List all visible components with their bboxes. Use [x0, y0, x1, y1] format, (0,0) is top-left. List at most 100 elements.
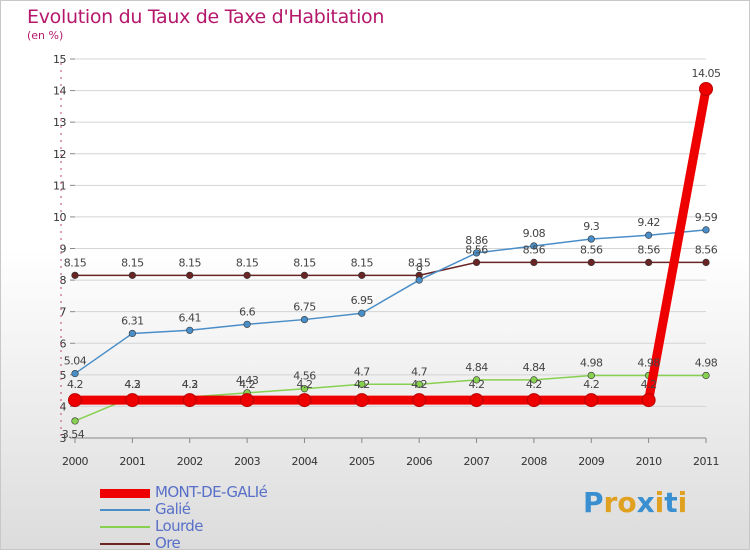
data-point [358, 380, 366, 388]
data-label: 4.2 [411, 378, 427, 391]
data-label: 4.56 [293, 370, 316, 383]
logo-letter: t [664, 486, 678, 519]
data-label: 8.15 [236, 256, 259, 269]
y-tick-label: 9 [60, 243, 67, 256]
data-point [128, 271, 136, 279]
y-tick-label: 4 [60, 400, 67, 413]
data-point [702, 258, 710, 266]
data-point [702, 371, 710, 380]
data-point [243, 320, 251, 328]
data-label: 8.15 [178, 256, 201, 269]
data-label: 8.15 [351, 256, 374, 269]
data-label: 5.04 [64, 355, 87, 368]
data-point [645, 258, 653, 266]
legend-label: Galié [155, 500, 191, 518]
y-tick-label: 15 [53, 53, 66, 66]
data-label: 4.2 [641, 378, 657, 391]
data-label: 9.08 [523, 227, 546, 240]
data-label: 8.56 [465, 243, 488, 256]
x-tick-label: 2005 [349, 455, 375, 468]
data-point [699, 82, 713, 97]
data-point [68, 393, 82, 408]
logo-letter: P [583, 486, 604, 519]
data-label: 8.56 [580, 243, 603, 256]
data-point [530, 258, 538, 266]
data-label: 4.2 [583, 378, 599, 391]
data-label: 4.2 [354, 378, 370, 391]
logo-letter: r [603, 486, 618, 519]
logo-letter: i [654, 486, 665, 519]
legend-label: Ore [155, 534, 181, 552]
chart-title: Evolution du Taux de Taxe d'Habitation [27, 6, 385, 28]
legend-swatch [100, 488, 150, 498]
x-tick-label: 2002 [177, 455, 203, 468]
data-label: 4.2 [469, 378, 485, 391]
data-point [300, 271, 309, 279]
data-label: 8 [416, 261, 423, 274]
y-tick-label: 6 [60, 337, 67, 350]
data-label: 14.05 [692, 67, 721, 80]
data-label: 6.31 [121, 314, 144, 327]
data-label: 6.41 [178, 311, 201, 324]
data-label: 4.98 [637, 356, 660, 369]
x-tick-label: 2006 [406, 455, 432, 468]
data-point [243, 271, 251, 279]
legend-swatch [100, 509, 150, 511]
chart-subtitle: (en %) [27, 29, 64, 42]
data-label: 4.98 [695, 356, 718, 369]
data-point [354, 393, 369, 408]
data-label: 4.7 [411, 365, 427, 378]
series-line-0 [70, 84, 711, 405]
data-label: 4.84 [523, 361, 546, 374]
data-point [472, 249, 481, 257]
data-label: 8.15 [293, 256, 316, 269]
series-line-1 [74, 229, 707, 375]
data-label: 8.56 [523, 243, 546, 256]
data-point [358, 271, 366, 279]
x-tick-label: 2010 [636, 455, 662, 468]
logo-letter: x [636, 486, 655, 519]
data-point [186, 326, 194, 334]
x-tick-label: 2009 [578, 455, 604, 468]
y-tick-label: 10 [53, 211, 66, 224]
data-label: 6.95 [351, 294, 374, 307]
data-point [587, 258, 595, 266]
data-label: 8.56 [695, 243, 718, 256]
proxiti-logo: Proxiti [583, 486, 687, 519]
data-label: 4.2 [526, 378, 542, 391]
y-tick-label: 3 [60, 432, 67, 445]
data-point [186, 271, 194, 279]
y-tick-label: 14 [53, 85, 66, 98]
x-tick-label: 2003 [234, 455, 260, 468]
data-point [530, 376, 538, 384]
data-label: 4.84 [465, 361, 488, 374]
x-tick-label: 2007 [464, 455, 490, 468]
data-point [358, 309, 366, 317]
x-tick-label: 2000 [62, 455, 88, 468]
data-point [71, 271, 79, 279]
data-point [125, 393, 140, 408]
logo-letter: i [677, 486, 688, 519]
data-label: 6.75 [293, 301, 316, 314]
data-label: 4.2 [67, 378, 83, 391]
data-point [128, 329, 136, 338]
data-point [702, 226, 710, 234]
series-line-3 [74, 261, 707, 277]
data-point [587, 235, 595, 243]
legend-label: MONT-DE-GALIé [155, 483, 268, 501]
y-tick-label: 7 [60, 306, 67, 319]
data-label: 4.2 [239, 378, 255, 391]
data-point [526, 393, 541, 408]
data-point [645, 231, 653, 239]
data-point [469, 393, 484, 408]
data-point [530, 242, 538, 250]
legend-swatch [100, 526, 150, 528]
data-point [472, 376, 481, 384]
logo-letter: o [617, 486, 637, 519]
data-point [587, 371, 595, 380]
data-label: 9.42 [637, 216, 660, 229]
x-tick-label: 2001 [119, 455, 145, 468]
data-label: 4.2 [182, 378, 198, 391]
data-label: 4.3 [124, 378, 140, 391]
